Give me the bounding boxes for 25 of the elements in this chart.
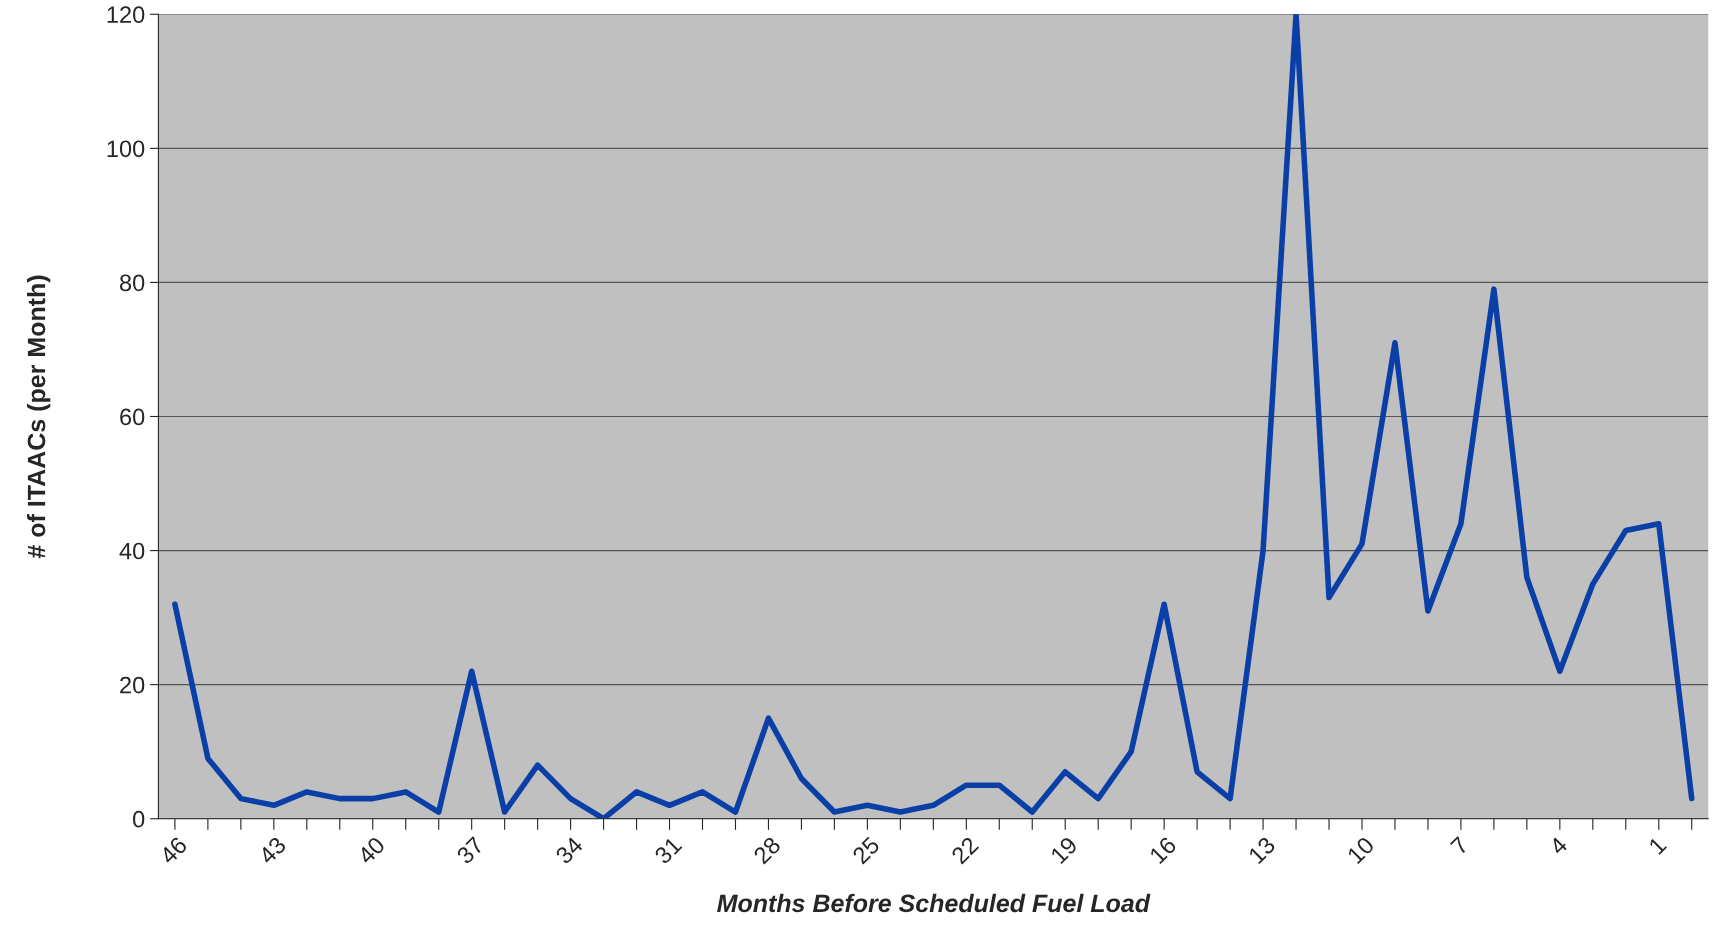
y-tick-label: 0: [133, 810, 145, 828]
y-tick-label: 120: [107, 6, 145, 24]
y-tick-label: 100: [107, 140, 145, 158]
x-axis-title: Months Before Scheduled Fuel Load: [717, 893, 1151, 913]
x-tick-label: 19: [1049, 835, 1079, 865]
x-tick-label: 37: [455, 835, 485, 865]
y-tick-label: 20: [120, 676, 145, 694]
x-tick-label: 13: [1247, 835, 1277, 865]
x-tick-label: 46: [158, 835, 188, 866]
x-tick-label: 25: [851, 835, 881, 865]
x-tick-label: 16: [1148, 835, 1178, 865]
x-tick-label: 40: [356, 835, 386, 866]
x-tick-label: 28: [752, 835, 782, 865]
x-tick-label: 34: [554, 835, 584, 865]
x-tick-label: 31: [653, 835, 683, 865]
x-tick-label: 43: [257, 835, 287, 866]
y-tick-label: 40: [119, 542, 145, 560]
x-tick-label: 7: [1449, 836, 1470, 856]
x-tick-label: 4: [1548, 835, 1569, 856]
y-axis-title: # of ITAACs (per Month): [26, 275, 51, 559]
y-tick-label: 60: [120, 408, 145, 426]
x-tick-label: 22: [950, 835, 980, 865]
y-tick-label: 80: [120, 274, 145, 292]
x-tick-label: 1: [1648, 836, 1667, 855]
x-tick-label: 10: [1346, 835, 1376, 865]
